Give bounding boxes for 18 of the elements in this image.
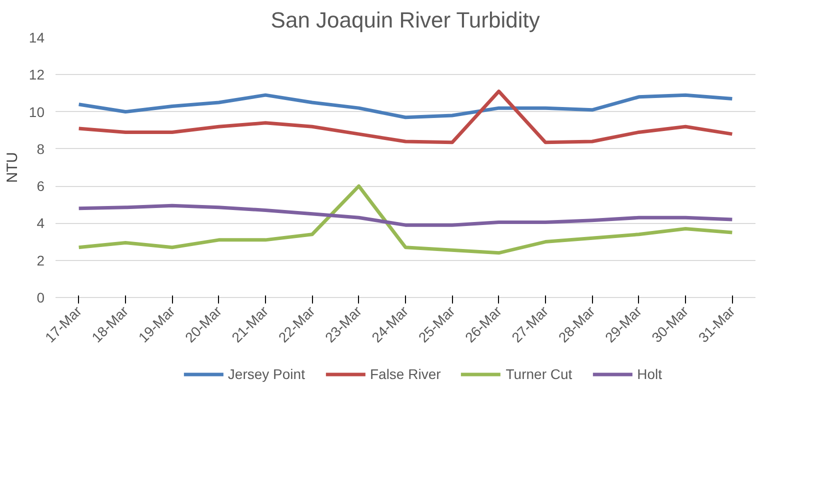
y-tick-label: 0 (36, 290, 45, 306)
chart-title: San Joaquin River Turbidity (270, 8, 540, 32)
legend-label: Turner Cut (506, 366, 572, 382)
legend-label: Jersey Point (228, 366, 305, 382)
y-tick-label: 2 (36, 252, 45, 268)
legend-label: Holt (637, 366, 662, 382)
y-tick-label: 6 (36, 178, 45, 194)
y-tick-label: 14 (28, 30, 45, 46)
y-axis-title: NTU (4, 152, 21, 183)
line-series (77, 90, 734, 144)
y-tick-label: 12 (28, 66, 45, 83)
line-series (77, 93, 734, 120)
y-tick-label: 10 (28, 104, 45, 120)
line-series (77, 184, 734, 255)
y-tick-label: 4 (36, 215, 45, 232)
legend-label: False River (370, 366, 441, 382)
line-series (77, 204, 734, 227)
y-tick-label: 8 (36, 140, 45, 157)
